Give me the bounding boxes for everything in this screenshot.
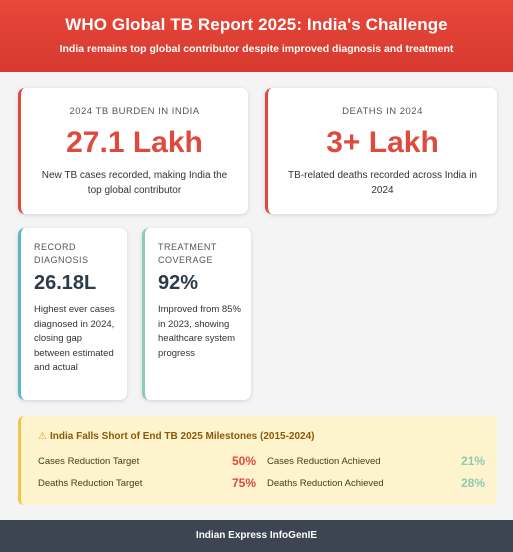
deaths-target-label: Deaths Reduction Target [38,478,143,489]
deaths-target-value: 75% [232,476,257,490]
page-title: WHO Global TB Report 2025: India's Chall… [65,15,448,34]
cases-achieved-value: 21% [461,454,486,468]
treatment-coverage-card: TREATMENT COVERAGE 92% Improved from 85%… [142,228,251,400]
deaths-desc: TB-related deaths recorded across India … [288,170,477,196]
treatment-coverage-value: 92% [158,272,199,294]
page-subtitle: India remains top global contributor des… [59,43,454,55]
deaths-label: DEATHS IN 2024 [342,106,423,117]
deaths-achieved-value: 28% [461,476,486,490]
tb-burden-desc: New TB cases recorded, making India the … [41,170,228,196]
treatment-coverage-label: TREATMENT COVERAGE [158,242,217,265]
deaths-value: 3+ Lakh [326,126,439,159]
record-diagnosis-value: 26.18L [34,272,97,294]
deaths-card: DEATHS IN 2024 3+ Lakh TB-related deaths… [265,88,497,214]
milestones-panel: ⚠ India Falls Short of End TB 2025 Milest… [18,416,497,505]
tb-burden-card: 2024 TB BURDEN IN INDIA 27.1 Lakh New TB… [18,88,248,214]
milestones-title-text: India Falls Short of End TB 2025 Milesto… [49,431,315,442]
record-diagnosis-desc: Highest ever cases diagnosed in 2024, cl… [34,304,115,373]
deaths-achieved-label: Deaths Reduction Achieved [267,478,384,489]
footer-credit: Indian Express InfoGenIE [0,520,513,552]
tb-burden-label: 2024 TB BURDEN IN INDIA [69,106,200,117]
milestones-title: ⚠ India Falls Short of End TB 2025 Milest… [38,431,315,442]
cases-achieved-label: Cases Reduction Achieved [267,456,381,467]
warning-icon: ⚠ [38,431,47,442]
record-diagnosis-label: RECORD DIAGNOSIS [34,242,89,265]
tb-burden-value: 27.1 Lakh [66,126,203,159]
treatment-coverage-desc: Improved from 85% in 2023, showing healt… [158,304,241,359]
record-diagnosis-card: RECORD DIAGNOSIS 26.18L Highest ever cas… [18,228,127,400]
cases-target-value: 50% [232,454,257,468]
header-banner: WHO Global TB Report 2025: India's Chall… [0,0,513,72]
cases-target-label: Cases Reduction Target [38,456,140,467]
